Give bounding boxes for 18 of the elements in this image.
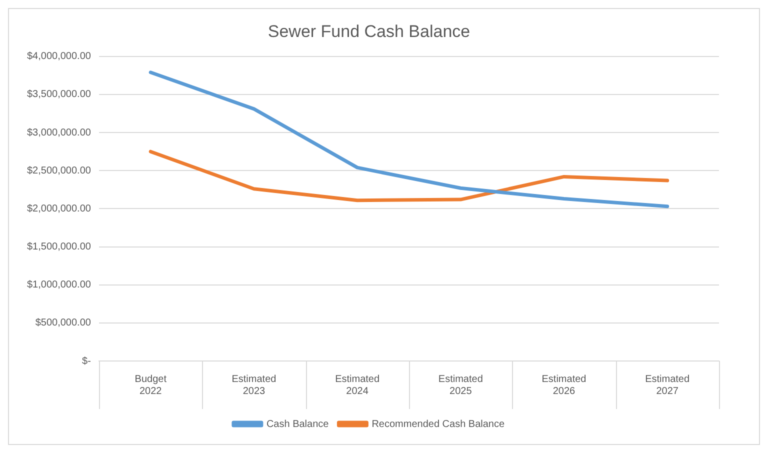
x-tick-label: Budget 2022	[134, 374, 167, 397]
y-tick-label: $2,500,000.00	[26, 165, 92, 176]
y-tick-label: $1,000,000.00	[26, 280, 92, 291]
y-tick-label: $3,500,000.00	[26, 89, 92, 100]
chart-title: Sewer Fund Cash Balance	[268, 22, 470, 41]
y-tick-label: $4,000,000.00	[26, 51, 92, 62]
legend-label: Cash Balance	[266, 418, 330, 430]
legend-label: Recommended Cash Balance	[372, 418, 505, 430]
x-tick-label: Estimated 2024	[335, 374, 380, 397]
x-tick-label: Estimated 2023	[232, 374, 276, 397]
y-tick-label: $500,000.00	[35, 318, 92, 329]
y-tick-label: $3,000,000.00	[26, 127, 92, 138]
x-tick-label: Estimated 2026	[542, 374, 586, 397]
y-tick-label: $-	[82, 356, 91, 367]
y-tick-label: $1,500,000.00	[26, 242, 92, 253]
x-tick-label: Estimated 2025	[438, 374, 483, 397]
x-tick-label: Estimated 2027	[645, 374, 690, 397]
y-tick-label: $2,000,000.00	[26, 203, 92, 214]
